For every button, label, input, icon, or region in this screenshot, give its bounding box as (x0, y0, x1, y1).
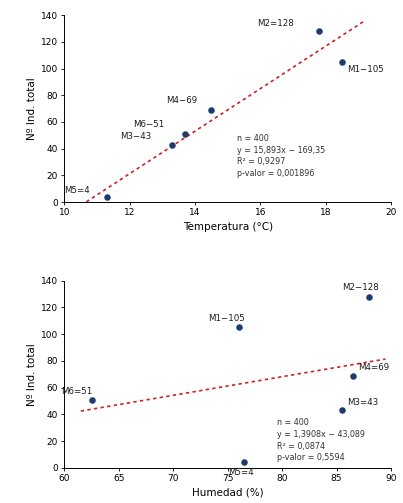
Point (208, 106, 214, 114)
Point (104, 193, 110, 201)
Point (235, 323, 242, 331)
Point (89, 396, 95, 404)
Point (316, 27, 322, 35)
X-axis label: Temperatura (°C): Temperatura (°C) (183, 222, 273, 231)
Text: M2=128: M2=128 (257, 19, 294, 28)
Text: M4−69: M4−69 (166, 96, 197, 105)
Y-axis label: Nº Ind. total: Nº Ind. total (27, 343, 37, 405)
Y-axis label: Nº Ind. total: Nº Ind. total (27, 77, 37, 140)
Point (350, 372, 356, 380)
Text: M2−128: M2−128 (342, 283, 379, 292)
Point (182, 130, 189, 138)
Text: M6−51: M6−51 (133, 120, 164, 129)
Text: M4=69: M4=69 (358, 363, 389, 372)
Text: n = 400
y = 15,893x − 169,35
R² = 0,9297
p-valor = 0,001896: n = 400 y = 15,893x − 169,35 R² = 0,9297… (237, 134, 326, 178)
Text: M3=43: M3=43 (347, 398, 379, 407)
Point (339, 58, 345, 66)
Point (366, 293, 372, 301)
Text: M1−105: M1−105 (208, 314, 245, 323)
Point (169, 141, 175, 149)
Text: n = 400
y = 1,3908x − 43,089
R² = 0,0874
p-valor = 0,5594: n = 400 y = 1,3908x − 43,089 R² = 0,0874… (276, 418, 365, 462)
Text: M1−105: M1−105 (347, 65, 384, 74)
Point (339, 406, 345, 414)
Text: M6=51: M6=51 (61, 387, 92, 396)
Point (241, 458, 247, 466)
Text: M5=4: M5=4 (228, 468, 253, 477)
Text: M3−43: M3−43 (120, 132, 151, 141)
Text: M5=4: M5=4 (64, 186, 90, 195)
X-axis label: Humedad (%): Humedad (%) (192, 487, 264, 497)
